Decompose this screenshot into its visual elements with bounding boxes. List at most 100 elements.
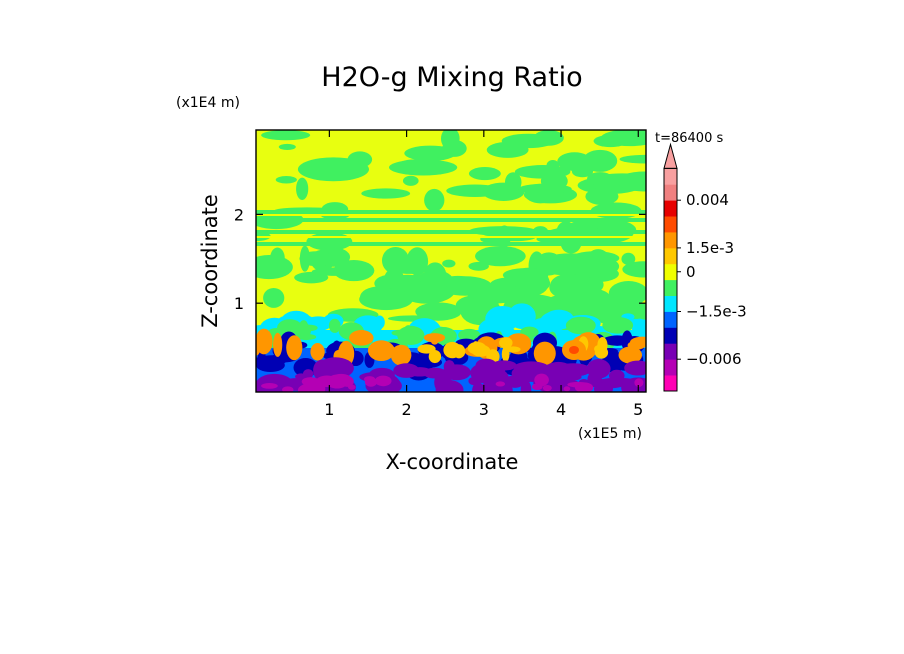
field-band-yellow	[256, 214, 646, 216]
colorbar-level	[664, 184, 677, 201]
field-band-green	[256, 218, 646, 222]
field-region-green	[261, 130, 311, 141]
colorbar-level	[664, 263, 677, 281]
field-region-green	[333, 260, 375, 282]
field-region-green	[617, 171, 646, 192]
colorbar-level	[664, 247, 677, 265]
field-region-orange	[256, 339, 261, 356]
field-region-green	[585, 187, 619, 206]
colorbar-tick-label: −0.006	[686, 350, 742, 368]
field-region-green	[601, 130, 646, 147]
field-region-green	[440, 275, 476, 288]
field-region-magenta	[348, 384, 356, 390]
field-region-gold	[597, 336, 608, 354]
colorbar-level	[664, 216, 677, 233]
field-region-green	[275, 176, 297, 184]
y-tick-label: 2	[234, 205, 244, 224]
colorbar-tick-label: 0.004	[686, 191, 729, 209]
field-region-green	[467, 283, 524, 304]
field-region-gold	[499, 337, 513, 349]
field-region-purple	[624, 360, 646, 376]
field-region-gold	[452, 344, 466, 359]
field-region-green	[504, 172, 522, 193]
field-region-green	[397, 159, 432, 174]
contour-field	[256, 130, 646, 392]
colorbar-level	[664, 232, 677, 249]
field-region-green	[299, 251, 334, 267]
colorbar-level	[664, 168, 677, 185]
field-region-purple	[567, 373, 582, 381]
field-region-purple	[593, 382, 614, 392]
field-region-green	[277, 319, 303, 337]
field-region-green	[361, 188, 411, 199]
field-region-magenta	[282, 386, 294, 392]
field-region-purple	[511, 364, 542, 383]
field-region-orange	[286, 335, 303, 361]
colorbar-level	[664, 359, 677, 376]
field-region-magenta	[495, 381, 506, 387]
field-region-red	[569, 346, 579, 354]
field-region-magenta	[297, 383, 322, 392]
field-region-green	[502, 268, 549, 282]
field-region-purple	[586, 358, 611, 379]
field-region-purple	[434, 371, 452, 392]
field-region-green	[608, 281, 646, 306]
field-region-green	[262, 267, 283, 275]
field-region-green	[442, 259, 456, 268]
field-region-magenta	[542, 385, 552, 392]
field-region-green	[328, 318, 341, 333]
field-region-cyan	[507, 312, 521, 323]
field-region-orange	[310, 343, 325, 361]
field-region-magenta	[261, 383, 278, 389]
colorbar-frame	[663, 167, 678, 392]
field-region-purple	[393, 363, 420, 378]
field-band-green	[256, 210, 646, 214]
field-region-purple	[475, 358, 497, 372]
field-region-magenta	[634, 378, 644, 388]
plot-frame	[255, 129, 647, 393]
field-region-green	[622, 261, 646, 278]
colorbar: 0.004 1.5e-3 0 −1.5e-3 −0.006	[663, 142, 747, 392]
field-region-green	[392, 274, 423, 284]
field-region-magenta	[301, 377, 320, 387]
x-tick-label: 3	[479, 400, 489, 419]
field-region-orange	[349, 330, 374, 346]
field-region-green	[397, 325, 425, 345]
field-region-green	[571, 165, 594, 178]
field-region-cyan	[539, 312, 566, 334]
field-region-green	[533, 130, 564, 146]
field-region-purple	[336, 359, 349, 372]
field-region-green	[587, 172, 614, 186]
field-region-orange	[618, 346, 642, 364]
field-region-orange	[273, 332, 283, 357]
y-axis-label: Z-coordinate	[198, 194, 222, 328]
x-tick-label: 5	[633, 400, 643, 419]
field-region-green	[602, 316, 634, 334]
field-region-green	[566, 255, 620, 278]
field-region-green	[468, 261, 489, 271]
field-region-green	[296, 177, 309, 201]
field-region-navy	[256, 357, 265, 367]
field-region-orange	[367, 340, 395, 362]
field-region-magenta	[534, 373, 549, 387]
colorbar-extend-triangle	[663, 142, 678, 169]
colorbar-level	[664, 327, 677, 344]
field-region-green	[297, 157, 370, 182]
x-tick-label: 4	[556, 400, 566, 419]
colorbar-level	[664, 311, 677, 328]
field-region-purple	[295, 373, 308, 380]
field-region-green	[294, 271, 329, 284]
field-region-purple	[520, 380, 532, 392]
x-axis: 1 2 3 4 5	[324, 130, 643, 419]
time-label: t=86400 s	[655, 131, 723, 146]
field-region-green	[256, 255, 293, 280]
field-region-magenta	[567, 381, 589, 388]
chart-title: H2O-g Mixing Ratio	[321, 62, 582, 93]
colorbar-tick-label: 0	[686, 263, 696, 281]
x-axis-label: X-coordinate	[386, 450, 519, 474]
field-region-magenta	[374, 375, 392, 387]
field-region-green	[446, 184, 504, 198]
field-region-purple	[553, 363, 591, 377]
field-region-green	[582, 149, 618, 172]
